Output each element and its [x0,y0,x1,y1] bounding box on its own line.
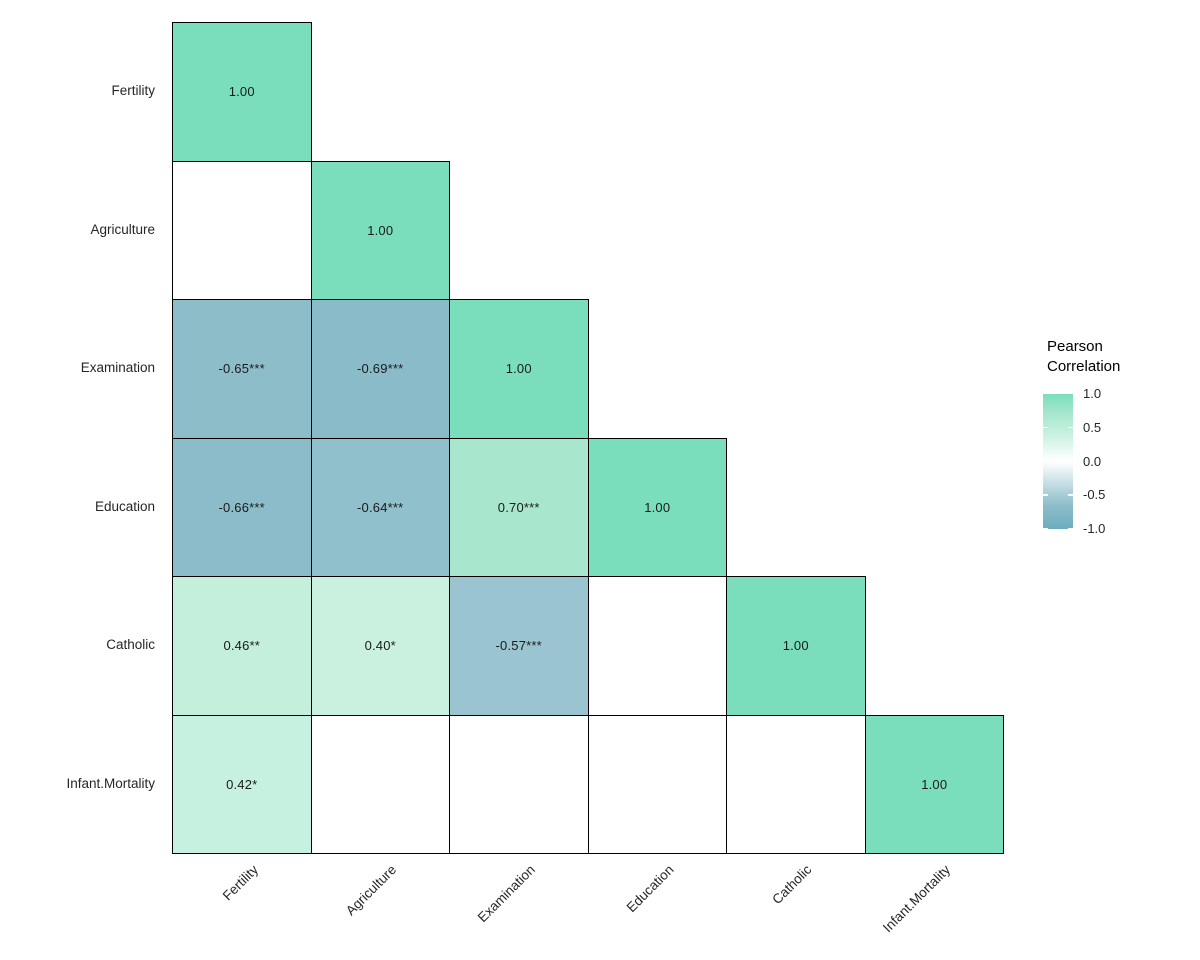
y-axis-label-Education: Education [94,498,155,514]
x-axis-label-Fertility: Fertility [219,862,261,904]
matrix-cell-Fertility-Fertility: 1.00 [172,22,312,162]
legend-title: Pearson Correlation [1047,338,1121,375]
legend-tick-mark [1043,460,1048,462]
y-axis-label-Infant.Mortality: Infant.Mortality [66,775,155,791]
matrix-cell-Examination-Agriculture: -0.69*** [310,299,450,439]
x-axis-label-Infant.Mortality: Infant.Mortality [880,862,954,936]
matrix-cell-Infant.Mortality-Fertility: 0.42* [172,714,312,854]
matrix-cell-Examination-Examination: 1.00 [449,299,589,439]
legend-tick-label--1.0: -1.0 [1083,521,1106,536]
matrix-cell-Infant.Mortality-Infant.Mortality: 1.00 [864,714,1004,854]
matrix-cell-Education-Fertility: -0.66*** [172,437,312,577]
matrix-cell-Infant.Mortality-Examination [449,714,589,854]
cell-value-label: 1.00 [644,499,671,515]
matrix-cell-Agriculture-Agriculture: 1.00 [310,160,450,300]
cell-value-label: 1.00 [921,776,948,792]
y-axis-label-Examination: Examination [80,360,155,376]
legend-tick-mark [1043,528,1048,530]
x-axis-label-Education: Education [623,862,677,916]
cell-value-label: -0.69*** [357,361,404,377]
cell-value-label: -0.65*** [218,361,265,377]
matrix-cell-Catholic-Agriculture: 0.40* [310,576,450,716]
legend-tick-mark [1043,426,1048,429]
cell-value-label: 0.40* [364,638,396,654]
x-axis-label-Examination: Examination [474,862,538,926]
matrix-cell-Infant.Mortality-Catholic [726,714,866,854]
legend-tick-label-0.0: 0.0 [1083,453,1102,469]
cell-value-label: 0.46** [223,638,261,654]
y-axis-label-Agriculture: Agriculture [90,221,155,237]
legend-tick-mark [1068,494,1073,496]
cell-value-label: -0.64*** [357,499,404,515]
matrix-cell-Catholic-Education [587,576,727,716]
cell-value-label: 1.00 [505,361,532,377]
cell-value-label: 0.70*** [497,499,540,515]
cell-value-label: -0.57*** [495,638,542,654]
y-axis-label-Catholic: Catholic [106,637,155,653]
legend-tick-label-0.5: 0.5 [1083,419,1102,435]
matrix-cell-Education-Agriculture: -0.64*** [310,437,450,577]
matrix-cell-Catholic-Fertility: 0.46** [172,576,312,716]
cell-value-label: 0.42* [226,776,258,792]
legend-tick-label--0.5: -0.5 [1083,487,1106,503]
legend-tick-mark [1068,426,1073,429]
legend-tick-label-1.0: 1.0 [1083,386,1102,401]
matrix-cell-Examination-Fertility: -0.65*** [172,299,312,439]
matrix-cell-Education-Examination: 0.70*** [449,437,589,577]
cell-value-label: 1.00 [782,638,809,654]
legend-tick-mark [1068,528,1073,530]
legend-colorbar [1043,394,1073,530]
matrix-cell-Education-Education: 1.00 [587,437,727,577]
matrix-cell-Infant.Mortality-Education [587,714,727,854]
y-axis-label-Fertility: Fertility [111,83,156,99]
cell-value-label: 1.00 [228,84,255,100]
legend-tick-mark [1043,494,1048,496]
cell-value-label: 1.00 [367,222,394,238]
x-axis-label-Catholic: Catholic [769,862,815,908]
matrix-cell-Catholic-Examination: -0.57*** [449,576,589,716]
cell-value-label: -0.66*** [218,499,265,515]
matrix-cell-Catholic-Catholic: 1.00 [726,576,866,716]
legend-tick-mark [1068,460,1073,462]
x-axis-label-Agriculture: Agriculture [343,862,400,919]
matrix-cell-Infant.Mortality-Agriculture [310,714,450,854]
matrix-cell-Agriculture-Fertility [172,160,312,300]
